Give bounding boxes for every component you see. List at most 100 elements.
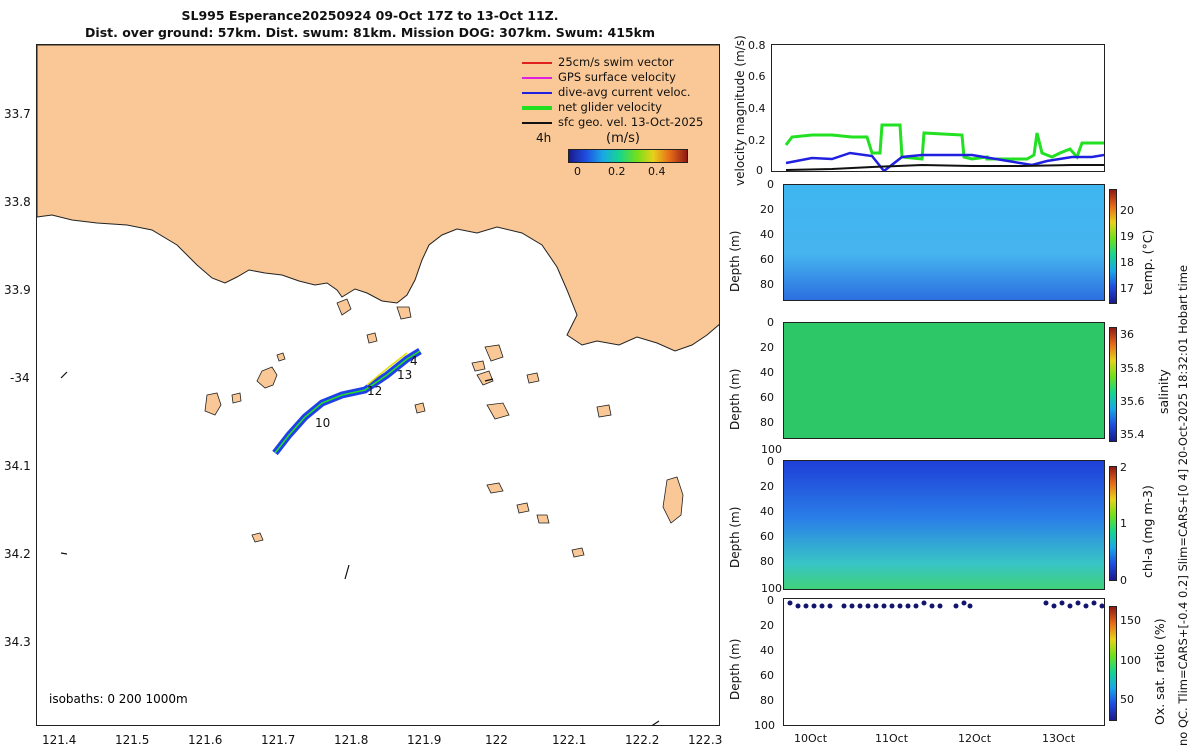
salinity-panel[interactable]	[783, 322, 1105, 439]
colorbar-tick-0: 0	[574, 165, 581, 178]
sal-cb-tick-36: 36	[1120, 328, 1134, 341]
temp-ylabel: Depth (m)	[728, 230, 742, 292]
legend-swatch-swim	[522, 62, 552, 64]
map-title-line2: Dist. over ground: 57km. Dist. swum: 81k…	[85, 25, 655, 40]
chl-cb-tick-0: 0	[1120, 574, 1127, 587]
ox-depth-tick-100b: 100	[754, 719, 775, 732]
legend-label-gps: GPS surface velocity	[558, 70, 676, 84]
vel-ylabel: velocity magnitude (m/s)	[733, 35, 747, 186]
sal-depth-tick-20: 20	[760, 341, 774, 354]
legend-item-sfc: sfc geo. vel. 13-Oct-2025	[522, 115, 717, 130]
chl-depth-tick-40: 40	[760, 505, 774, 518]
sal-depth-tick-80: 80	[760, 416, 774, 429]
legend-label-swim: 25cm/s swim vector	[558, 55, 674, 69]
ox-depth-tick-40: 40	[760, 644, 774, 657]
chl-depth-tick-80: 80	[760, 555, 774, 568]
sal-depth-tick-60: 60	[760, 391, 774, 404]
ox-colorbar	[1109, 606, 1117, 721]
temp-cb-tick-20: 20	[1120, 204, 1134, 217]
sal-depth-tick-0: 0	[767, 316, 774, 329]
lon-tick-121.4: 121.4	[42, 733, 77, 747]
ox-depth-tick-100a: 100	[761, 582, 782, 595]
sal-colorbar	[1109, 327, 1117, 442]
temp-colorbar	[1109, 189, 1117, 304]
lon-tick-121.8: 121.8	[334, 733, 369, 747]
chl-depth-tick-100a: 100	[761, 443, 782, 456]
chl-cb-tick-2: 2	[1120, 461, 1127, 474]
chl-ylabel: Depth (m)	[728, 506, 742, 568]
time-tick-11oct: 11Oct	[875, 732, 909, 745]
legend-swatch-sfc	[522, 122, 552, 124]
temp-depth-tick-0: 0	[767, 178, 774, 191]
time-tick-12oct: 12Oct	[958, 732, 992, 745]
land-mass	[37, 45, 719, 352]
track-labels: 10 12 13 4	[315, 354, 418, 430]
time-tick-10oct: 10Oct	[794, 732, 828, 745]
temp-cb-tick-17: 17	[1120, 282, 1134, 295]
map-area[interactable]: 10 12 13 4 isobaths: 0 200 1000m 25cm/s …	[36, 44, 720, 726]
vel-tick-0.8: 0.8	[748, 39, 766, 52]
map-svg: 10 12 13 4 isobaths: 0 200 1000m	[37, 45, 719, 725]
legend-item-swim: 25cm/s swim vector	[522, 55, 717, 70]
legend-item-net: net glider velocity	[522, 100, 717, 115]
ox-cb-tick-100: 100	[1120, 654, 1141, 667]
lat-tick-34: -34	[10, 371, 30, 385]
legend-label-sfc: sfc geo. vel. 13-Oct-2025	[558, 115, 704, 129]
vel-tick-0.4: 0.4	[748, 102, 766, 115]
colorbar-tick-0.4: 0.4	[648, 165, 666, 178]
lon-tick-121.5: 121.5	[115, 733, 150, 747]
lon-tick-121.9: 121.9	[407, 733, 442, 747]
vel-tick-0.2: 0.2	[748, 134, 766, 147]
chl-depth-tick-0: 0	[767, 455, 774, 468]
ox-ylabel: Depth (m)	[728, 638, 742, 700]
temp-depth-tick-40: 40	[760, 228, 774, 241]
sal-cb-tick-35.6: 35.6	[1120, 395, 1145, 408]
legend-item-dive: dive-avg current veloc.	[522, 85, 717, 100]
temp-depth-tick-20: 20	[760, 203, 774, 216]
lat-tick-34.2: 34.2	[4, 547, 31, 561]
track-label-4: 4	[410, 354, 418, 368]
map-legend: 25cm/s swim vector GPS surface velocity …	[522, 55, 717, 178]
lon-tick-122: 122	[485, 733, 508, 747]
time-tick-13oct: 13Oct	[1042, 732, 1076, 745]
oxygen-panel[interactable]	[783, 598, 1105, 726]
isobaths-label: isobaths: 0 200 1000m	[49, 692, 188, 706]
islands	[204, 298, 684, 558]
oxygen-points	[787, 600, 1104, 609]
legend-label-dive: dive-avg current veloc.	[558, 85, 691, 99]
vel-tick-0.6: 0.6	[748, 70, 766, 83]
sal-ylabel: Depth (m)	[728, 368, 742, 430]
lon-tick-121.6: 121.6	[188, 733, 223, 747]
colorbar-title: (m/s)	[606, 131, 640, 146]
velocity-svg	[784, 123, 1104, 171]
velocity-panel[interactable]	[771, 44, 1105, 172]
ox-depth-tick-60: 60	[760, 669, 774, 682]
legend-swatch-dive	[522, 92, 552, 94]
ox-depth-tick-0: 0	[767, 594, 774, 607]
lon-tick-122.2: 122.2	[625, 733, 660, 747]
temp-cb-tick-18: 18	[1120, 256, 1134, 269]
ox-cb-tick-50: 50	[1120, 693, 1134, 706]
sal-cb-tick-35.4: 35.4	[1120, 428, 1145, 441]
temp-cb-tick-19: 19	[1120, 230, 1134, 243]
glider-track	[272, 348, 422, 456]
ox-cb-tick-150: 150	[1120, 614, 1141, 627]
ox-cb-label: Ox. sat. ratio (%)	[1152, 618, 1167, 725]
chl-panel[interactable]	[783, 460, 1105, 590]
oxygen-svg	[787, 600, 1104, 609]
lon-tick-121.7: 121.7	[261, 733, 296, 747]
colorbar	[568, 149, 688, 163]
track-label-13: 13	[397, 368, 412, 382]
temp-panel[interactable]	[783, 184, 1105, 301]
lat-tick-33.9: 33.9	[4, 283, 31, 297]
ox-depth-tick-20: 20	[760, 619, 774, 632]
track-label-12: 12	[367, 384, 382, 398]
lon-tick-122.3: 122.3	[688, 733, 723, 747]
lat-tick-34.1: 34.1	[4, 459, 31, 473]
map-title-line1: SL995 Esperance20250924 09-Oct 17Z to 13…	[181, 8, 559, 23]
lon-tick-122.1: 122.1	[552, 733, 587, 747]
chl-depth-tick-60: 60	[760, 530, 774, 543]
lat-tick-33.8: 33.8	[4, 195, 31, 209]
temp-depth-tick-80: 80	[760, 278, 774, 291]
vel-tick-0: 0	[756, 164, 763, 177]
